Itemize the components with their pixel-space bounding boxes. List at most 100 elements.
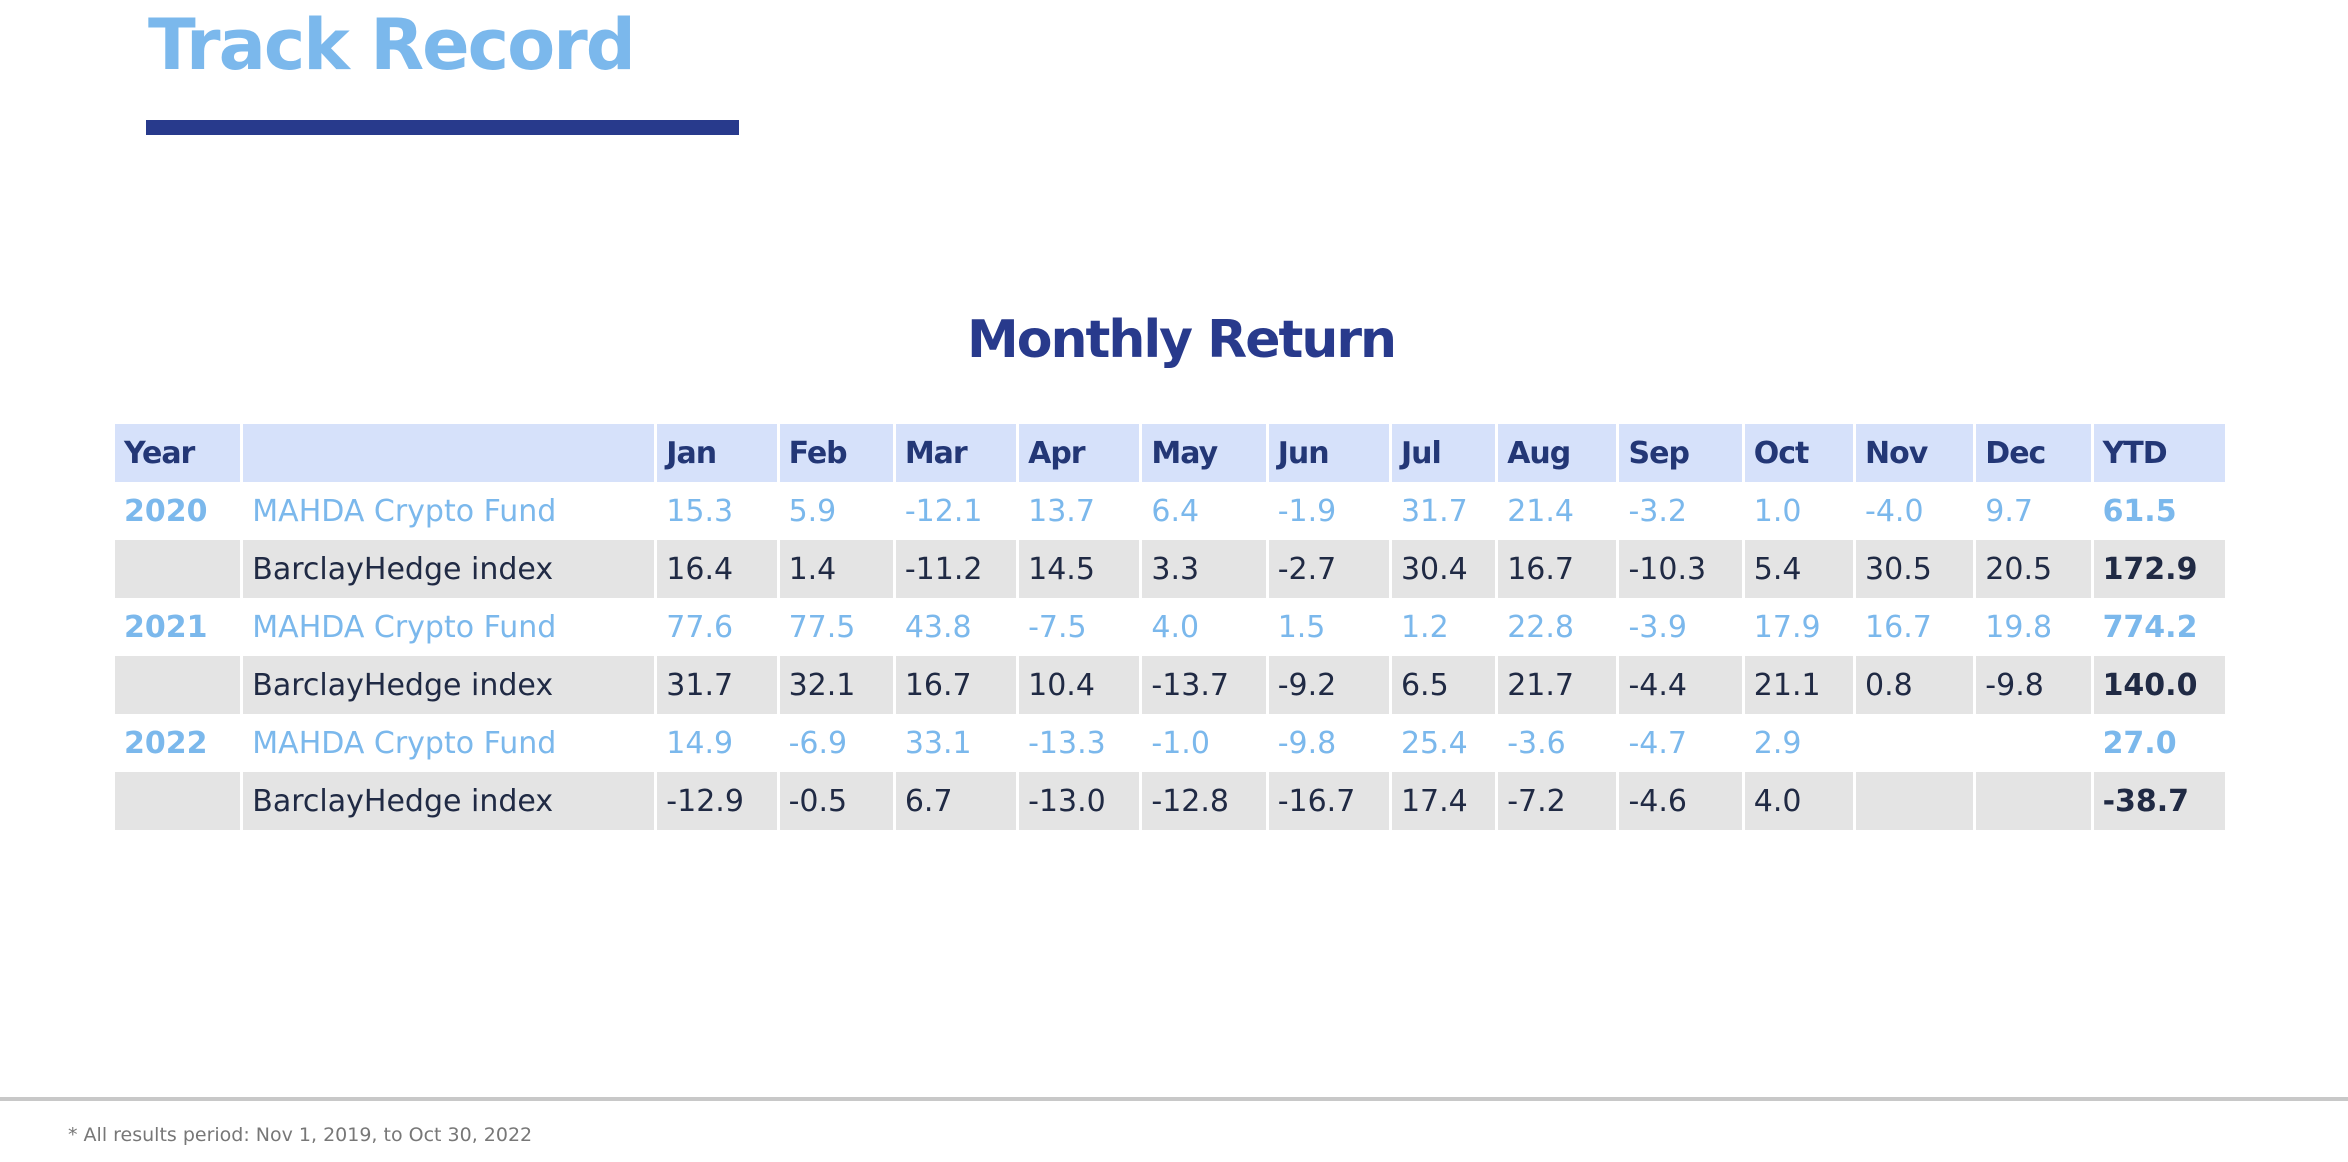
month-value-cell: -6.9	[779, 714, 893, 772]
header-jan: Jan	[657, 424, 777, 482]
month-value-cell: 3.3	[1142, 540, 1266, 598]
monthly-return-table: Year Jan Feb Mar Apr May Jun Jul Aug Sep…	[112, 424, 2228, 830]
header-dec: Dec	[1976, 424, 2091, 482]
month-value-cell: 21.1	[1744, 656, 1854, 714]
month-value-cell: 33.1	[895, 714, 1017, 772]
month-value-cell: 13.7	[1019, 482, 1140, 540]
header-oct: Oct	[1744, 424, 1854, 482]
month-value-cell: 31.7	[657, 656, 777, 714]
month-value-cell: -3.9	[1619, 598, 1742, 656]
year-cell	[115, 656, 241, 714]
month-value-cell: -9.2	[1268, 656, 1389, 714]
month-value-cell: 19.8	[1976, 598, 2091, 656]
ytd-cell: 774.2	[2093, 598, 2225, 656]
month-value-cell: 20.5	[1976, 540, 2091, 598]
month-value-cell: 16.7	[1498, 540, 1617, 598]
ytd-cell: -38.7	[2093, 772, 2225, 830]
month-value-cell: -3.6	[1498, 714, 1617, 772]
month-value-cell: -16.7	[1268, 772, 1389, 830]
month-value-cell: 21.7	[1498, 656, 1617, 714]
month-value-cell: 30.4	[1391, 540, 1496, 598]
header-feb: Feb	[779, 424, 893, 482]
month-value-cell: -13.0	[1019, 772, 1140, 830]
year-cell: 2021	[115, 598, 241, 656]
table-row: BarclayHedge index -12.9 -0.5 6.7 -13.0 -12.8…	[115, 772, 2225, 830]
month-value-cell: -13.3	[1019, 714, 1140, 772]
month-value-cell	[1856, 714, 1974, 772]
month-value-cell: -12.8	[1142, 772, 1266, 830]
month-value-cell	[1976, 714, 2091, 772]
month-value-cell: 6.4	[1142, 482, 1266, 540]
header-jul: Jul	[1391, 424, 1496, 482]
series-name-cell: MAHDA Crypto Fund	[243, 714, 655, 772]
series-name-cell: MAHDA Crypto Fund	[243, 598, 655, 656]
month-value-cell: 4.0	[1142, 598, 1266, 656]
month-value-cell: -2.7	[1268, 540, 1389, 598]
month-value-cell: 15.3	[657, 482, 777, 540]
month-value-cell: -1.0	[1142, 714, 1266, 772]
month-value-cell: 17.4	[1391, 772, 1496, 830]
month-value-cell: 77.5	[779, 598, 893, 656]
header-may: May	[1142, 424, 1266, 482]
page-title: Track Record	[148, 4, 636, 86]
table-header-row: Year Jan Feb Mar Apr May Jun Jul Aug Sep…	[115, 424, 2225, 482]
footnote: * All results period: Nov 1, 2019, to Oc…	[68, 1124, 533, 1146]
series-name-cell: BarclayHedge index	[243, 772, 655, 830]
table-row: BarclayHedge index 16.4 1.4 -11.2 14.5 3.3 -2.…	[115, 540, 2225, 598]
month-value-cell: -1.9	[1268, 482, 1389, 540]
month-value-cell: 1.4	[779, 540, 893, 598]
month-value-cell: 31.7	[1391, 482, 1496, 540]
ytd-cell: 61.5	[2093, 482, 2225, 540]
month-value-cell: 77.6	[657, 598, 777, 656]
header-name	[243, 424, 655, 482]
month-value-cell: 5.9	[779, 482, 893, 540]
month-value-cell: -13.7	[1142, 656, 1266, 714]
month-value-cell: 0.8	[1856, 656, 1974, 714]
month-value-cell: 4.0	[1744, 772, 1854, 830]
month-value-cell: 14.9	[657, 714, 777, 772]
series-name-cell: BarclayHedge index	[243, 540, 655, 598]
month-value-cell: -11.2	[895, 540, 1017, 598]
header-mar: Mar	[895, 424, 1017, 482]
month-value-cell: 16.7	[895, 656, 1017, 714]
month-value-cell: 5.4	[1744, 540, 1854, 598]
month-value-cell: -3.2	[1619, 482, 1742, 540]
month-value-cell: 32.1	[779, 656, 893, 714]
table-title: Monthly Return	[966, 310, 1397, 370]
month-value-cell: 9.7	[1976, 482, 2091, 540]
month-value-cell: -4.0	[1856, 482, 1974, 540]
header-apr: Apr	[1019, 424, 1140, 482]
month-value-cell: -4.6	[1619, 772, 1742, 830]
year-cell	[115, 540, 241, 598]
month-value-cell: -9.8	[1268, 714, 1389, 772]
month-value-cell: -4.4	[1619, 656, 1742, 714]
month-value-cell: -7.2	[1498, 772, 1617, 830]
month-value-cell: -12.1	[895, 482, 1017, 540]
month-value-cell: 1.0	[1744, 482, 1854, 540]
header-nov: Nov	[1856, 424, 1974, 482]
table-row: 2022 MAHDA Crypto Fund 14.9 -6.9 33.1 -13.3 -1…	[115, 714, 2225, 772]
series-name-cell: BarclayHedge index	[243, 656, 655, 714]
month-value-cell: 16.4	[657, 540, 777, 598]
title-underline	[146, 120, 739, 135]
month-value-cell: -9.8	[1976, 656, 2091, 714]
footer-divider	[0, 1097, 2348, 1101]
header-jun: Jun	[1268, 424, 1389, 482]
month-value-cell: -7.5	[1019, 598, 1140, 656]
month-value-cell: -0.5	[779, 772, 893, 830]
header-sep: Sep	[1619, 424, 1742, 482]
year-cell	[115, 772, 241, 830]
month-value-cell: 14.5	[1019, 540, 1140, 598]
ytd-cell: 27.0	[2093, 714, 2225, 772]
month-value-cell: 21.4	[1498, 482, 1617, 540]
month-value-cell: 22.8	[1498, 598, 1617, 656]
month-value-cell: -12.9	[657, 772, 777, 830]
month-value-cell: 43.8	[895, 598, 1017, 656]
month-value-cell: 1.5	[1268, 598, 1389, 656]
table-row: 2021 MAHDA Crypto Fund 77.6 77.5 43.8 -7.5 4.0…	[115, 598, 2225, 656]
header-aug: Aug	[1498, 424, 1617, 482]
series-name-cell: MAHDA Crypto Fund	[243, 482, 655, 540]
year-cell: 2020	[115, 482, 241, 540]
month-value-cell: 16.7	[1856, 598, 1974, 656]
table-row: BarclayHedge index 31.7 32.1 16.7 10.4 -13.7-…	[115, 656, 2225, 714]
